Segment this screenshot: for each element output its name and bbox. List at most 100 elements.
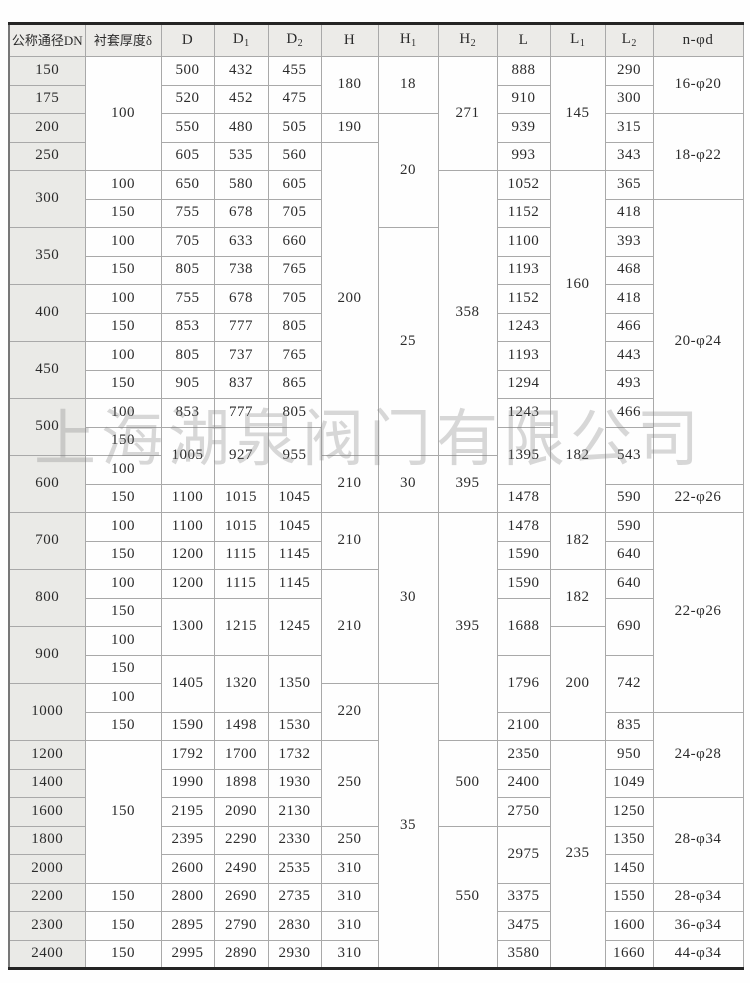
cell-r10-c4: 805 — [267, 312, 322, 342]
table-row-20: 150 1300 1215 1245 1688 690 — [9, 597, 743, 656]
cell-r19-c9: 182 — [549, 569, 606, 627]
cell-r9-c2: 755 — [160, 284, 215, 314]
table-row-26: 1400 1990 1898 1930 2400 1049 — [8, 768, 743, 798]
table-row-7: 350 100 705 633 660 25 1100 393 — [8, 227, 743, 456]
cell-r6-c4: 705 — [267, 198, 322, 228]
cell-r17-c2: 1100 — [160, 512, 215, 542]
cell-r2-c10: 300 — [604, 84, 654, 114]
cell-r5-c9: 160 — [549, 170, 606, 399]
cell-r5-c0: 300 — [8, 170, 86, 228]
cell-r1-c1: 100 — [84, 56, 162, 171]
cell-r13-c1: 100 — [84, 398, 162, 428]
cell-r5-c7: 358 — [437, 170, 498, 456]
cell-r26-c0: 1400 — [8, 768, 86, 798]
cell-r11-c4: 765 — [267, 341, 322, 371]
cell-r14-c8: 1395 — [496, 426, 551, 485]
column-header-1: 衬套厚度δ — [84, 23, 162, 57]
cell-r6-c2: 755 — [160, 198, 215, 228]
cell-r9-c4: 705 — [267, 284, 322, 314]
cell-r32-c2: 2995 — [160, 939, 215, 969]
table-row-4: 250 605 535 560 200 993 343 — [8, 141, 743, 456]
cell-r2-c8: 910 — [496, 84, 551, 114]
cell-r17-c9: 182 — [549, 512, 606, 570]
cell-r12-c8: 1294 — [496, 369, 551, 399]
cell-r23-c5: 220 — [320, 683, 379, 741]
cell-r17-c8: 1478 — [496, 512, 551, 542]
cell-r7-c3: 633 — [213, 227, 269, 257]
cell-r31-c11: 36-φ34 — [652, 911, 744, 941]
cell-r10-c2: 853 — [160, 312, 215, 342]
cell-r32-c11: 44-φ34 — [652, 939, 744, 969]
cell-r16-c4: 1045 — [267, 483, 322, 513]
table-row-31: 2300 150 2895 2790 2830 310 3475 1600 36-φ34 — [8, 911, 744, 941]
cell-r9-c3: 678 — [213, 284, 269, 314]
cell-r16-c2: 1100 — [160, 483, 215, 513]
cell-r7-c8: 1100 — [496, 227, 551, 257]
cell-r12-c10: 493 — [604, 369, 654, 399]
cell-r27-c11: 28-φ34 — [652, 797, 744, 884]
cell-r32-c1: 150 — [84, 939, 162, 969]
cell-r25-c10: 950 — [604, 740, 654, 770]
cell-r29-c3: 2490 — [213, 854, 269, 884]
cell-r16-c3: 1015 — [213, 483, 269, 513]
cell-r3-c2: 550 — [160, 113, 215, 143]
table-row-16: 150 1100 1015 1045 1478 590 22-φ26 — [9, 483, 744, 513]
cell-r16-c8: 1478 — [496, 483, 551, 513]
cell-r21-c9: 200 — [549, 626, 606, 741]
cell-r29-c4: 2535 — [267, 854, 322, 884]
cell-r4-c10: 343 — [604, 141, 654, 171]
cell-r4-c8: 993 — [496, 141, 551, 171]
cell-r31-c3: 2790 — [213, 911, 269, 941]
cell-r26-c10: 1049 — [604, 768, 654, 798]
cell-r24-c1: 150 — [84, 711, 162, 741]
cell-r12-c2: 905 — [160, 369, 215, 399]
cell-r31-c5: 310 — [320, 911, 379, 941]
cell-r32-c3: 2890 — [213, 939, 269, 969]
cell-r15-c1: 100 — [84, 455, 162, 485]
cell-r25-c9: 235 — [549, 740, 606, 969]
cell-r25-c3: 1700 — [213, 740, 269, 770]
cell-r22-c8: 1796 — [496, 654, 551, 713]
table-row-28: 1800 2395 2290 2330 250 550 2975 1350 — [8, 825, 743, 969]
cell-r20-c2: 1300 — [160, 597, 215, 656]
cell-r3-c4: 505 — [267, 113, 322, 143]
table-row-32: 2400 150 2995 2890 2930 310 3580 1660 44-φ34 — [8, 939, 744, 969]
cell-r3-c11: 18-φ22 — [652, 113, 744, 200]
column-header-7: H2 — [437, 23, 498, 57]
cell-r7-c0: 350 — [8, 227, 86, 285]
cell-r22-c4: 1350 — [267, 654, 322, 713]
cell-r10-c10: 466 — [604, 312, 654, 342]
cell-r26-c8: 2400 — [496, 768, 551, 798]
cell-r13-c0: 500 — [8, 398, 86, 456]
cell-r7-c1: 100 — [84, 227, 162, 257]
cell-r25-c5: 250 — [320, 740, 379, 827]
cell-r23-c6: 35 — [377, 683, 439, 969]
cell-r30-c4: 2735 — [267, 882, 322, 912]
cell-r22-c2: 1405 — [160, 654, 215, 713]
cell-r16-c10: 590 — [604, 483, 654, 513]
table-row-6: 150 755 678 705 1152 418 20-φ24 — [9, 198, 744, 485]
cell-r8-c10: 468 — [604, 255, 654, 285]
cell-r31-c2: 2895 — [160, 911, 215, 941]
cell-r17-c4: 1045 — [267, 512, 322, 542]
cell-r8-c8: 1193 — [496, 255, 551, 285]
cell-r30-c10: 1550 — [604, 882, 654, 912]
cell-r6-c11: 20-φ24 — [652, 198, 744, 485]
table-row-19: 800 100 1200 1115 1145 210 1590 182 640 — [8, 569, 743, 684]
cell-r14-c4: 955 — [267, 426, 322, 485]
column-header-11: n-φd — [652, 23, 744, 57]
cell-r32-c4: 2930 — [267, 939, 322, 969]
cell-r12-c3: 837 — [213, 369, 269, 399]
cell-r17-c5: 210 — [320, 512, 379, 570]
cell-r27-c2: 2195 — [160, 797, 215, 827]
cell-r28-c3: 2290 — [213, 825, 269, 855]
cell-r27-c3: 2090 — [213, 797, 269, 827]
cell-r10-c8: 1243 — [496, 312, 551, 342]
cell-r9-c0: 400 — [8, 284, 86, 342]
cell-r8-c1: 150 — [84, 255, 162, 285]
cell-r2-c4: 475 — [267, 84, 322, 114]
cell-r14-c10: 543 — [604, 426, 654, 485]
cell-r10-c3: 777 — [213, 312, 269, 342]
table-row-18: 150 1200 1115 1145 1590 640 — [9, 540, 743, 570]
cell-r30-c2: 2800 — [160, 882, 215, 912]
